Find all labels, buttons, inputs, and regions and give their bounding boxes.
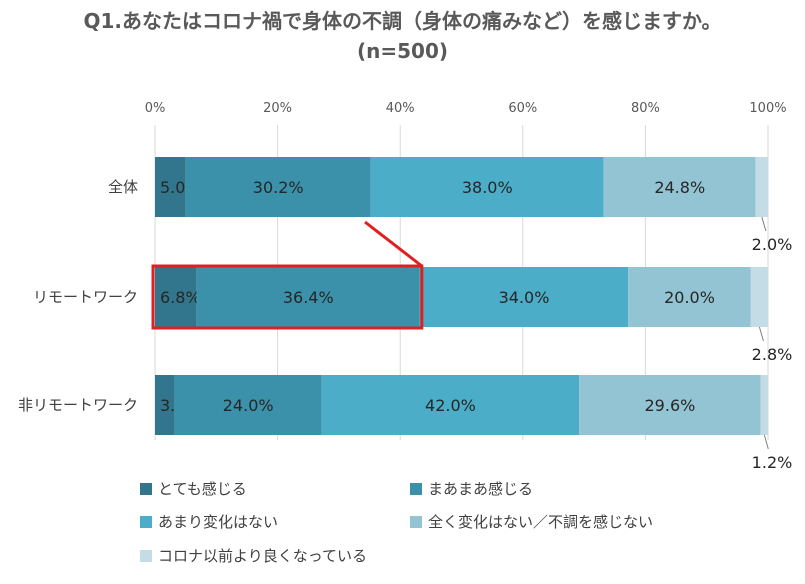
legend-label: 全く変化はない／不調を感じない [428,513,654,531]
leader-line [761,216,767,232]
legend-swatch [410,516,422,528]
bar-segment [321,375,580,435]
data-label: 20.0% [664,288,715,307]
bar-segment [760,375,768,435]
data-label: 6.8% [160,288,201,307]
data-label: 1.2% [752,453,793,472]
bar-segment [750,267,768,327]
bar-segment [755,157,768,217]
data-label: 36.4% [283,288,334,307]
x-tick-label: 20% [263,101,292,116]
legend-swatch [140,550,152,562]
bar-segment [196,267,420,327]
category-label: リモートワーク [33,288,138,306]
data-label: 24.0% [223,396,274,415]
leader-line [763,434,769,450]
x-tick-label: 80% [631,101,660,116]
legend-item: コロナ以前より良くなっている [140,545,367,566]
highlight-pointer-line [364,220,423,268]
highlight-box [151,264,424,330]
bar-segment [370,157,604,217]
bar-segment [185,157,371,217]
legend-label: コロナ以前より良くなっている [158,547,367,565]
chart-title-block: Q1.あなたはコロナ禍で身体の不調（身体の痛みなど）を感じますか。 (n=500… [0,6,805,66]
legend-label: とても感じる [158,480,247,498]
data-label: 34.0% [499,288,550,307]
data-label: 42.0% [425,396,476,415]
data-label: 38.0% [462,178,513,197]
x-tick-label: 40% [386,101,415,116]
legend-item: とても感じる [140,478,247,499]
x-tick-label: 100% [749,101,786,116]
leader-line [758,326,764,342]
bar-segment [419,267,629,327]
bar-segment [579,375,761,435]
data-label: 2.8% [752,345,793,364]
bar-segment [174,375,322,435]
bar-segment [628,267,751,327]
legend-label: まあまあ感じる [428,480,534,498]
legend-item: 全く変化はない／不調を感じない [410,511,653,532]
category-label: 全体 [108,178,138,196]
legend-item: まあまあ感じる [410,478,533,499]
legend-label: あまり変化はない [158,513,279,531]
bar-segment [155,375,175,435]
bar-segment [603,157,756,217]
legend-swatch [140,483,152,495]
legend-swatch [410,483,422,495]
chart-subtitle: (n=500) [356,39,449,63]
data-label: 2.0% [752,235,793,254]
x-tick-label: 60% [508,101,537,116]
chart-title: Q1.あなたはコロナ禍で身体の不調（身体の痛みなど）を感じますか。 [83,9,722,33]
data-label: 29.6% [645,396,696,415]
data-label: 24.8% [654,178,705,197]
category-label: 非リモートワーク [18,396,138,414]
bar-segment [155,267,197,327]
bar-segment [155,157,186,217]
legend-item: あまり変化はない [140,511,278,532]
legend-swatch [140,516,152,528]
x-tick-label: 0% [145,101,166,116]
data-label: 30.2% [253,178,304,197]
